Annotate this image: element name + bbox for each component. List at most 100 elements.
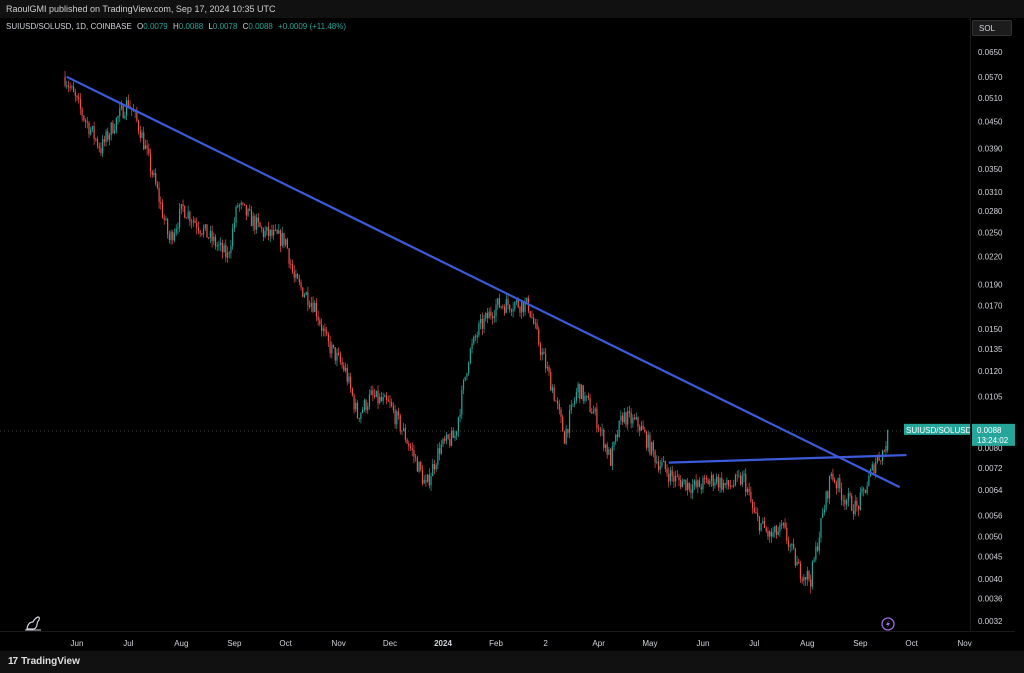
candle-body bbox=[519, 307, 521, 313]
candle-body bbox=[184, 206, 186, 218]
trendline[interactable] bbox=[668, 453, 907, 464]
candle-body bbox=[618, 420, 620, 437]
candle-body bbox=[570, 404, 572, 411]
candle-body bbox=[676, 475, 678, 477]
candle-body bbox=[370, 390, 372, 395]
candle-body bbox=[816, 546, 819, 551]
candle-body bbox=[854, 500, 856, 515]
candle-body bbox=[286, 239, 288, 249]
candle-body bbox=[196, 222, 198, 228]
candle-body bbox=[486, 313, 489, 319]
candle-body bbox=[103, 139, 105, 142]
candle-body bbox=[86, 121, 88, 123]
legend-close-value: 0.0088 bbox=[248, 22, 273, 31]
candle-body bbox=[211, 231, 213, 242]
legend-low-label: L bbox=[208, 22, 213, 31]
candle-body bbox=[692, 485, 694, 493]
candle-body bbox=[122, 105, 124, 119]
candle-body bbox=[377, 390, 379, 404]
candle-body bbox=[880, 460, 882, 462]
candle-body bbox=[163, 217, 165, 220]
candle-body bbox=[697, 480, 699, 487]
candle-body bbox=[153, 173, 155, 176]
candle-body bbox=[673, 476, 675, 482]
candle-body bbox=[563, 431, 566, 444]
candle-body bbox=[423, 480, 425, 484]
trendline[interactable] bbox=[66, 75, 901, 489]
candle-body bbox=[307, 292, 309, 306]
price-tag-symbol-bg bbox=[904, 423, 971, 435]
candle-body bbox=[167, 219, 169, 235]
trendlines[interactable] bbox=[66, 75, 907, 489]
candle-body bbox=[562, 416, 564, 432]
time-tick-label: Aug bbox=[800, 639, 814, 648]
candle-body bbox=[411, 448, 413, 451]
candle-body bbox=[334, 347, 336, 361]
candle-body bbox=[228, 252, 230, 254]
candle-body bbox=[726, 480, 728, 485]
candle-body bbox=[72, 86, 75, 92]
price-tick-label: 0.0190 bbox=[978, 280, 1003, 289]
candle-body bbox=[144, 145, 147, 150]
candle-body bbox=[237, 205, 239, 207]
candle-body bbox=[160, 202, 162, 204]
candle-body bbox=[329, 341, 331, 354]
candle-body bbox=[873, 464, 875, 474]
candle-body bbox=[565, 429, 567, 444]
time-axis[interactable]: Jun Jul Aug Sep Oct Nov Dec 2024 Feb 2 Apr May Jun Ju… bbox=[71, 639, 972, 648]
candle-body bbox=[558, 404, 560, 410]
candle-body bbox=[601, 429, 603, 431]
candle-body bbox=[861, 488, 863, 493]
candle-body bbox=[712, 475, 714, 486]
candle-body bbox=[488, 311, 490, 319]
candle-body bbox=[271, 229, 273, 236]
candle-body bbox=[521, 301, 523, 313]
candle-body bbox=[474, 336, 477, 338]
candle-body bbox=[695, 480, 697, 487]
candle-body bbox=[596, 408, 598, 429]
candle-body bbox=[574, 400, 576, 404]
candle-body bbox=[350, 376, 352, 389]
candle-body bbox=[828, 476, 831, 499]
candle-body bbox=[185, 217, 188, 219]
candle-body bbox=[420, 462, 422, 470]
price-tick-label: 0.0056 bbox=[978, 511, 1003, 520]
price-axis[interactable]: 0.0650 0.0570 0.0510 0.0450 0.0390 0.0350 0.03… bbox=[978, 48, 1003, 626]
compare-symbol-button[interactable]: SOL bbox=[972, 20, 1012, 36]
legend-open-value: 0.0079 bbox=[143, 22, 168, 31]
candle-body bbox=[249, 209, 251, 211]
candle-body bbox=[327, 334, 330, 342]
candle-body bbox=[401, 430, 403, 432]
candle-body bbox=[137, 120, 140, 131]
candle-body bbox=[806, 571, 808, 580]
flash-icon[interactable] bbox=[881, 617, 895, 631]
candle-body bbox=[216, 245, 218, 247]
candle-body bbox=[637, 417, 639, 427]
candle-body bbox=[763, 520, 766, 528]
chart-area[interactable] bbox=[0, 18, 1015, 651]
candle-body bbox=[799, 563, 802, 579]
candle-body bbox=[165, 219, 167, 220]
price-tick-label: 0.0040 bbox=[978, 575, 1003, 584]
candle-body bbox=[531, 316, 533, 318]
candle-body bbox=[717, 476, 719, 488]
candle-body bbox=[704, 477, 706, 479]
candle-body bbox=[461, 389, 463, 415]
candle-body bbox=[66, 85, 68, 87]
candle-body bbox=[406, 439, 408, 444]
candle-body bbox=[117, 116, 119, 119]
candle-body bbox=[114, 130, 116, 134]
candle-body bbox=[647, 434, 649, 448]
tradingview-brand[interactable]: 17 TradingView bbox=[8, 656, 80, 667]
candle-body bbox=[550, 372, 552, 391]
candle-body bbox=[197, 227, 200, 231]
dino-icon[interactable] bbox=[24, 614, 42, 632]
candle-body bbox=[404, 428, 406, 440]
candle-body bbox=[659, 465, 661, 470]
candle-body bbox=[594, 408, 596, 412]
time-tick-label: 2 bbox=[543, 639, 548, 648]
candle-body bbox=[74, 91, 76, 96]
price-axis-separator bbox=[970, 18, 971, 631]
candle-body bbox=[493, 316, 495, 319]
